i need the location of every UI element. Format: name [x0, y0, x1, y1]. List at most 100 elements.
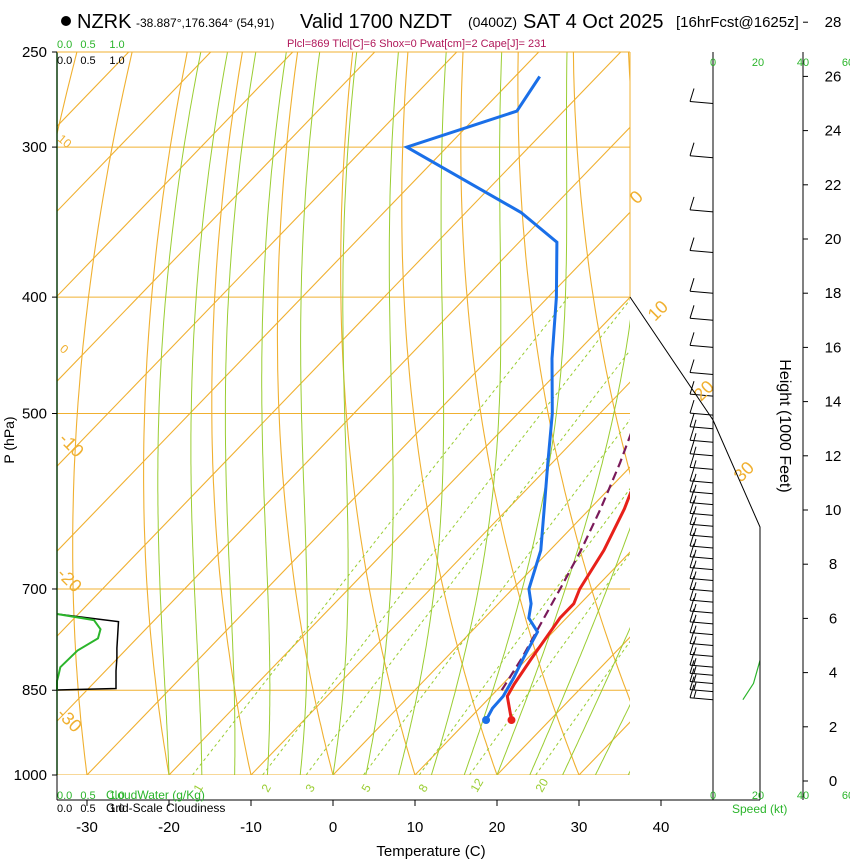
isotherm-label: -30: [53, 704, 86, 737]
dry-adiabat: [340, 52, 416, 775]
barb-flag: [689, 237, 695, 251]
cloudiness-scale-bottom: 1.0: [109, 803, 124, 815]
moist-adiabat: [529, 527, 630, 775]
y-tick-label: 1000: [14, 767, 47, 784]
station-dot-icon: [61, 16, 71, 26]
barb-flag: [689, 332, 695, 346]
height-tick-label: 12: [825, 448, 842, 465]
dry-adiabat-label: 0: [57, 342, 71, 357]
moist-adiabat: [224, 52, 257, 775]
y-tick-label: 400: [22, 289, 47, 306]
height-tick-label: 8: [829, 556, 837, 573]
barb-half-flag: [693, 647, 697, 655]
wind-barb: [689, 359, 714, 375]
barb-half-flag: [693, 571, 697, 579]
barb-half-flag: [693, 460, 697, 468]
cloud-scale-bottom: 0.0: [57, 790, 72, 802]
surface-temp-marker: [507, 716, 516, 725]
barb-flag: [689, 676, 695, 690]
valid-date: SAT 4 Oct 2025: [523, 11, 663, 33]
wind-panel-frame: [629, 296, 761, 800]
barb-half-flag: [693, 674, 697, 682]
y-tick-label: 700: [22, 581, 47, 598]
barb-staff: [689, 426, 714, 430]
barb-staff: [689, 621, 714, 625]
cloud-water-line: [56, 613, 102, 690]
valid-time: Valid 1700 NZDT: [300, 11, 452, 33]
barb-flag: [689, 413, 695, 427]
barb-half-flag: [693, 560, 697, 568]
barb-staff: [689, 512, 714, 516]
dry-adiabat: [211, 52, 252, 775]
height-tick-label: 6: [829, 610, 837, 627]
cloud-scale-top: 0.0: [57, 39, 72, 51]
x-tick-label: -20: [158, 819, 180, 836]
x-axis-title: Temperature (C): [376, 843, 485, 860]
station-coords: -38.887°,176.364° (54,91): [136, 16, 274, 30]
cloud-scale-bottom: 1.0: [109, 790, 124, 802]
height-tick-label: 4: [829, 665, 837, 682]
barb-flag: [690, 34, 694, 47]
height-tick-label: 14: [825, 394, 842, 411]
barb-staff: [689, 610, 714, 614]
moist-adiabat: [562, 627, 630, 775]
y-tick-label: 850: [22, 682, 47, 699]
height-tick-label: 18: [825, 285, 842, 302]
mixing-ratio-line: [262, 298, 630, 775]
barb-half-flag: [693, 666, 697, 674]
speed-tick-label-bottom: 60: [842, 790, 850, 802]
moist-adiabat: [661, 52, 850, 775]
dry-adiabat: [401, 52, 498, 775]
isotherm: [250, 381, 630, 775]
barb-half-flag: [693, 473, 697, 482]
barb-staff: [689, 372, 714, 375]
wind-speed-line: [742, 656, 760, 701]
speed-tick-label-bottom: 40: [797, 790, 809, 802]
wind-barb: [689, 440, 714, 457]
wind-barb: [689, 676, 714, 693]
axes: -30 -20 -10 0 10 20 30 402503004005007008501000…: [14, 14, 850, 836]
wind-barb: [689, 668, 714, 684]
barb-flag: [689, 88, 695, 102]
barb-flag: [689, 381, 695, 395]
mixing-ratio-line: [363, 418, 630, 775]
barb-staff: [689, 664, 714, 668]
height-tick-label: 10: [825, 502, 842, 519]
isotherm-label: 10: [644, 297, 672, 325]
forecast-info: [16hrFcst@1625z]: [676, 14, 799, 31]
y-tick-label: 500: [22, 406, 47, 423]
cloud-scale-bottom: 0.5: [80, 790, 95, 802]
isotherm: [86, 211, 630, 775]
cloud-scale-top: 0.5: [80, 39, 95, 51]
x-tick-label: 30: [571, 819, 588, 836]
barb-flag: [689, 142, 695, 156]
barb-staff: [689, 632, 714, 636]
barb-staff: [689, 599, 714, 603]
barb-half-flag: [693, 625, 697, 633]
speed-tick-label-bottom: 0: [710, 790, 716, 802]
isotherm: [57, 52, 294, 298]
mixing-ratio-line: [192, 296, 569, 775]
dry-adiabat-label: 10: [55, 132, 74, 152]
barb-half-flag: [693, 549, 697, 557]
utc-time: (0400Z): [468, 14, 517, 30]
barb-half-flag: [693, 506, 697, 514]
cloudiness-scale-bottom: 0.5: [80, 803, 95, 815]
barb-staff: [689, 453, 714, 457]
barb-half-flag: [693, 603, 697, 612]
height-tick-label: 28: [825, 14, 842, 31]
moist-adiabat: [694, 52, 850, 775]
x-tick-label: 40: [653, 819, 670, 836]
x-tick-label: 10: [407, 819, 424, 836]
barb-half-flag: [693, 484, 697, 492]
dry-adiabat: [846, 31, 850, 775]
isotherm: [57, 52, 540, 552]
barb-flag: [689, 454, 695, 468]
moist-adiabat: [365, 52, 399, 775]
mixing-ratio-line: [305, 349, 630, 775]
barb-staff: [689, 680, 714, 684]
y-tick-label: 250: [22, 44, 47, 61]
mixing-ratio-label: 5: [358, 781, 374, 794]
height-tick-label: 20: [825, 231, 842, 248]
barb-staff: [689, 480, 714, 484]
